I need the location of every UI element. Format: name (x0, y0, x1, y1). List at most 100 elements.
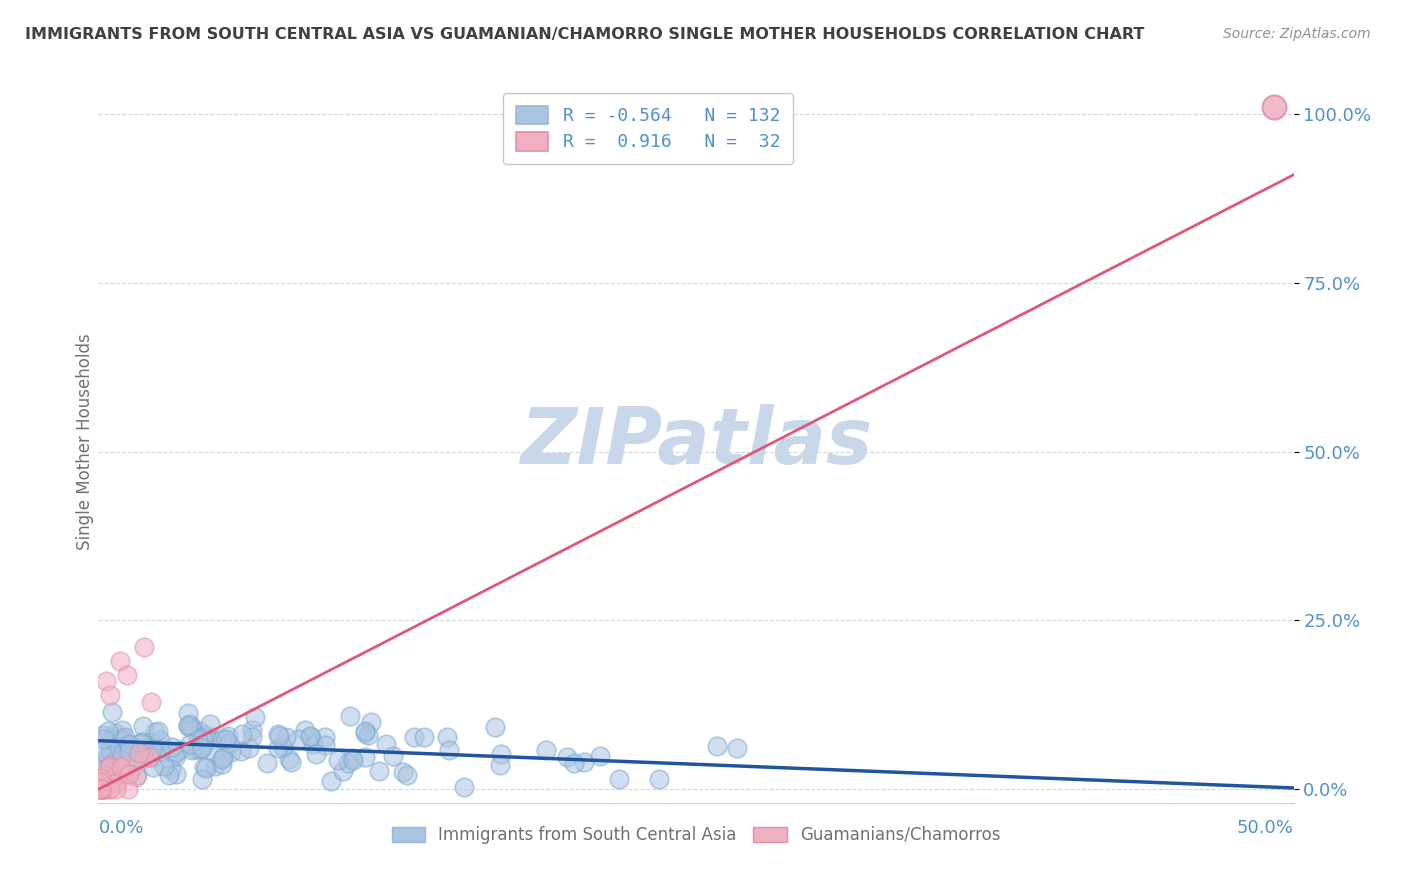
Point (231, 727, 253, 741)
Point (141, 749, 163, 764)
Point (89, 782, 111, 797)
Point (412, 730, 434, 744)
Point (277, 752, 299, 766)
Point (211, 731, 233, 746)
Point (294, 723, 316, 737)
Point (193, 760, 215, 774)
Point (121, 761, 143, 775)
Point (218, 736, 240, 750)
Point (562, 756, 585, 771)
Point (89, 782, 111, 797)
Point (100, 705, 122, 719)
Point (111, 747, 134, 761)
Point (266, 740, 288, 755)
Point (100, 780, 122, 795)
Point (360, 714, 382, 729)
Point (179, 717, 201, 731)
Point (357, 729, 380, 743)
Point (114, 757, 136, 772)
Point (165, 767, 187, 781)
Point (256, 756, 278, 770)
Point (132, 640, 155, 655)
Point (90, 744, 112, 758)
Point (114, 730, 136, 744)
Point (148, 723, 170, 738)
Point (180, 742, 202, 756)
Point (105, 782, 128, 797)
Point (240, 723, 263, 738)
Point (112, 732, 135, 747)
Point (131, 746, 153, 760)
Point (453, 780, 475, 795)
Point (353, 726, 375, 740)
Point (117, 782, 139, 797)
Point (111, 723, 134, 738)
Text: IMMIGRANTS FROM SOUTH CENTRAL ASIA VS GUAMANIAN/CHAMORRO SINGLE MOTHER HOUSEHOLD: IMMIGRANTS FROM SOUTH CENTRAL ASIA VS GU… (25, 27, 1144, 42)
Point (191, 731, 214, 746)
Point (112, 762, 135, 776)
Point (536, 743, 558, 757)
Point (229, 744, 252, 758)
Point (117, 766, 139, 780)
Point (104, 726, 127, 740)
Point (280, 755, 302, 769)
Point (89, 775, 111, 789)
Point (336, 756, 359, 771)
Point (89, 782, 111, 797)
Point (91, 782, 114, 797)
Point (93, 732, 115, 747)
Text: ZIPatlas: ZIPatlas (520, 403, 872, 480)
Point (98, 772, 121, 786)
Point (89, 775, 111, 789)
Point (125, 768, 148, 782)
Point (98, 688, 122, 702)
Point (139, 735, 162, 749)
Point (195, 730, 218, 744)
Point (211, 756, 233, 771)
Point (90, 772, 112, 786)
Point (217, 729, 239, 743)
Point (125, 770, 148, 784)
Point (194, 728, 217, 742)
Point (287, 731, 309, 746)
Point (153, 759, 176, 773)
Point (607, 772, 630, 787)
Point (160, 763, 183, 777)
Point (332, 764, 354, 779)
Point (305, 747, 328, 762)
Point (187, 733, 209, 747)
Point (94, 674, 117, 689)
Point (165, 748, 187, 763)
Point (150, 745, 173, 759)
Point (110, 752, 132, 766)
Point (111, 731, 134, 745)
Point (98, 758, 121, 772)
Point (215, 731, 238, 746)
Text: 50.0%: 50.0% (1237, 820, 1294, 838)
Point (184, 742, 207, 756)
Point (118, 739, 141, 754)
Point (167, 743, 190, 757)
Point (149, 732, 172, 747)
Point (725, 741, 748, 756)
Point (200, 731, 222, 746)
Point (129, 736, 152, 750)
Point (243, 710, 266, 724)
Point (354, 750, 377, 764)
Point (188, 742, 211, 756)
Point (340, 751, 363, 765)
Point (139, 694, 162, 708)
Point (128, 746, 150, 760)
Point (354, 724, 377, 739)
Point (375, 737, 398, 751)
Point (132, 719, 155, 733)
Point (1263, 100, 1285, 114)
Point (98, 782, 121, 797)
Point (188, 724, 211, 739)
Point (202, 746, 225, 760)
Point (179, 737, 201, 751)
Point (94, 763, 117, 777)
Point (180, 721, 202, 735)
Point (392, 764, 415, 779)
Point (100, 741, 122, 756)
